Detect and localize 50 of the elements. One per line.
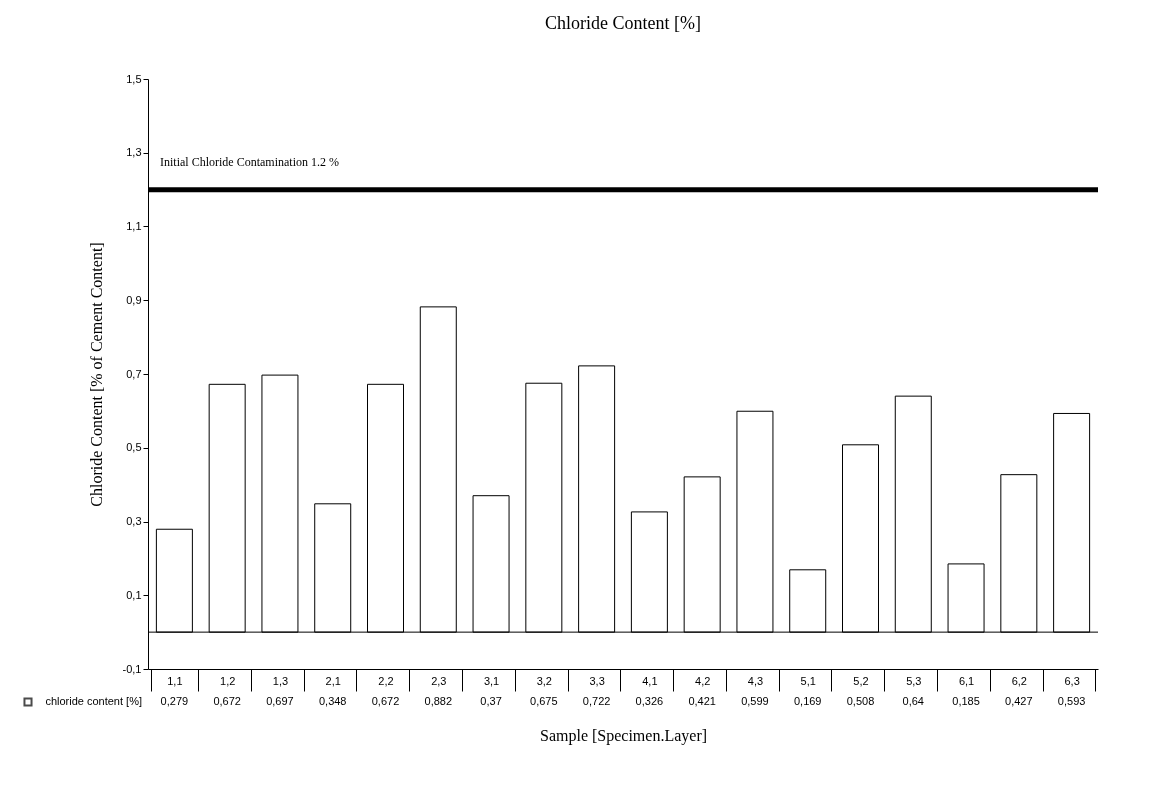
x-tick-label: 2,3 — [431, 674, 447, 687]
y-tick-label: -0,1 — [122, 662, 142, 675]
data-label: 0,348 — [318, 695, 347, 707]
data-label: 0,675 — [530, 695, 558, 707]
x-tick-label: 5,2 — [853, 674, 869, 687]
y-tick-label: 0,1 — [126, 588, 142, 601]
x-tick-label: 4,1 — [642, 674, 658, 687]
data-label: 0,427 — [1005, 695, 1033, 707]
data-label: 0,599 — [741, 695, 769, 707]
y-axis-title: Chloride Content [% of Cement Content] — [87, 242, 105, 507]
data-label: 0,697 — [266, 695, 294, 707]
data-label: 0,593 — [1057, 695, 1086, 707]
data-label: 0,421 — [688, 695, 716, 707]
x-tick-label: 6,2 — [1011, 674, 1027, 687]
x-tick-label: 2,2 — [378, 674, 394, 687]
data-label: 0,722 — [582, 695, 611, 707]
data-label: 0,169 — [793, 695, 822, 707]
data-label: 0,64 — [902, 695, 924, 707]
data-label: 0,672 — [371, 695, 400, 707]
y-tick-label: 1,1 — [126, 220, 142, 232]
x-tick-label: 4,3 — [747, 674, 764, 687]
ref-line-label: Initial Chloride Contamination 1.2 % — [160, 154, 339, 169]
y-tick-label: 0,9 — [126, 293, 142, 306]
x-tick-label: 3,1 — [483, 674, 500, 687]
x-tick-label: 5,1 — [800, 674, 816, 687]
chart-title: Chloride Content [%] — [545, 13, 701, 33]
data-label: 0,672 — [213, 695, 241, 707]
y-tick-label: 0,7 — [126, 367, 142, 380]
data-label: 0,508 — [846, 695, 875, 707]
data-label: 0,882 — [424, 695, 453, 707]
y-tick-label: 1,3 — [126, 146, 142, 159]
x-tick-label: 3,2 — [536, 674, 552, 687]
data-label: 0,37 — [480, 695, 502, 707]
legend-label: chloride content [%] — [45, 695, 142, 707]
x-tick-label: 4,2 — [695, 674, 711, 687]
data-label: 0,326 — [635, 695, 664, 707]
y-tick-label: 0,5 — [126, 441, 142, 454]
x-tick-label: 1,2 — [220, 674, 236, 687]
x-tick-label: 6,1 — [958, 674, 975, 687]
x-tick-label: 1,1 — [167, 674, 183, 687]
data-label: 0,185 — [952, 695, 980, 707]
y-tick-label: 1,5 — [126, 72, 142, 85]
x-tick-label: 2,1 — [325, 674, 341, 687]
x-axis-title: Sample [Specimen.Layer] — [539, 727, 708, 745]
data-label: 0,279 — [160, 695, 189, 707]
x-tick-label: 6,3 — [1064, 674, 1080, 687]
x-tick-label: 5,3 — [906, 674, 922, 687]
x-tick-label: 3,3 — [589, 674, 605, 687]
y-tick-label: 0,3 — [126, 515, 142, 527]
x-tick-label: 1,3 — [272, 674, 289, 687]
